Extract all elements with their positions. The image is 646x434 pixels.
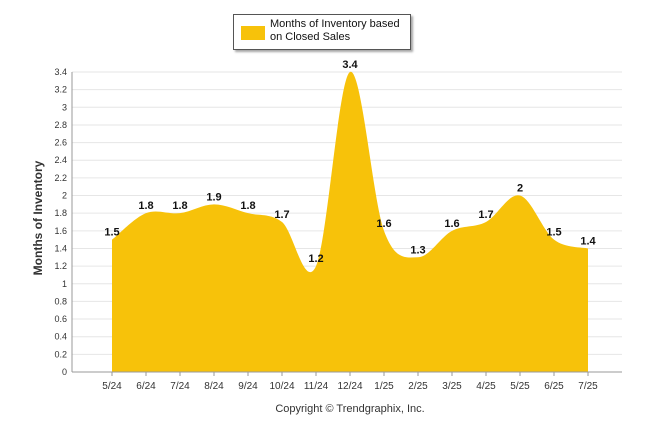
y-tick-label: 2.8	[54, 120, 67, 130]
y-tick-label: 0.4	[54, 332, 67, 342]
y-tick-label: 1.2	[54, 261, 67, 271]
legend-label: Months of Inventory based on Closed Sale…	[270, 18, 400, 43]
data-label: 1.7	[478, 209, 493, 221]
y-tick-label: 1.8	[54, 208, 67, 218]
x-tick-label: 3/25	[442, 381, 462, 392]
data-labels: 1.5 1.8 1.8 1.9 1.8 1.7 1.2 3.4 1.6 1.3 1.6 1.7 2 1.5…	[104, 59, 596, 265]
x-tick-label: 10/24	[269, 381, 294, 392]
y-tick-label: 0.2	[54, 349, 67, 359]
y-axis-title: Months of Inventory	[31, 160, 45, 276]
x-tick-label: 5/25	[510, 381, 530, 392]
data-label: 1.5	[104, 227, 119, 239]
x-tick-label: 6/24	[136, 381, 156, 392]
y-tick-label: 0	[62, 367, 67, 377]
x-axis: 5/24 6/24 7/24 8/24 9/24 10/24 11/24 12/24 1/25 2…	[72, 371, 622, 392]
data-label: 1.9	[206, 191, 221, 203]
x-tick-label: 11/24	[304, 381, 329, 392]
x-tick-label: 1/25	[374, 381, 394, 392]
x-tick-label: 7/24	[170, 381, 190, 392]
x-tick-label: 9/24	[238, 381, 258, 392]
legend: Months of Inventory based on Closed Sale…	[233, 14, 411, 50]
data-label: 1.3	[410, 244, 425, 256]
y-tick-label: 2	[62, 191, 67, 201]
y-tick-label: 2.2	[54, 173, 67, 183]
x-tick-label: 8/24	[204, 381, 224, 392]
x-tick-label: 6/25	[544, 381, 564, 392]
x-tick-label: 12/24	[337, 381, 362, 392]
y-axis-ticks: 0 0.2 0.4 0.6 0.8 1 1.2 1.4 1.6 1.8 2 2.2 2.4 2.6 2.8 3…	[54, 67, 73, 377]
data-label: 1.2	[308, 253, 323, 265]
data-label: 1.5	[546, 227, 561, 239]
data-label: 1.6	[376, 218, 391, 230]
legend-swatch	[241, 26, 265, 40]
x-tick-label: 2/25	[408, 381, 428, 392]
x-tick-label: 5/24	[102, 381, 122, 392]
data-label: 1.8	[240, 200, 255, 212]
y-tick-label: 3.2	[54, 85, 67, 95]
data-label: 1.8	[172, 200, 187, 212]
data-label: 2	[517, 183, 523, 195]
x-tick-label: 4/25	[476, 381, 496, 392]
y-tick-label: 1.6	[54, 226, 67, 236]
y-tick-label: 3	[62, 102, 67, 112]
y-tick-label: 3.4	[54, 67, 67, 77]
data-label: 1.6	[444, 218, 459, 230]
copyright: Copyright © Trendgraphix, Inc.	[275, 403, 425, 415]
y-tick-label: 0.8	[54, 296, 67, 306]
y-tick-label: 0.6	[54, 314, 67, 324]
data-label: 3.4	[342, 59, 358, 71]
y-tick-label: 2.6	[54, 138, 67, 148]
x-tick-label: 7/25	[578, 381, 598, 392]
data-label: 1.7	[274, 209, 289, 221]
y-tick-label: 2.4	[54, 155, 67, 165]
data-label: 1.4	[580, 235, 596, 247]
series-area	[112, 71, 588, 372]
y-tick-label: 1.4	[54, 243, 67, 253]
y-tick-label: 1	[62, 279, 67, 289]
data-label: 1.8	[138, 200, 153, 212]
